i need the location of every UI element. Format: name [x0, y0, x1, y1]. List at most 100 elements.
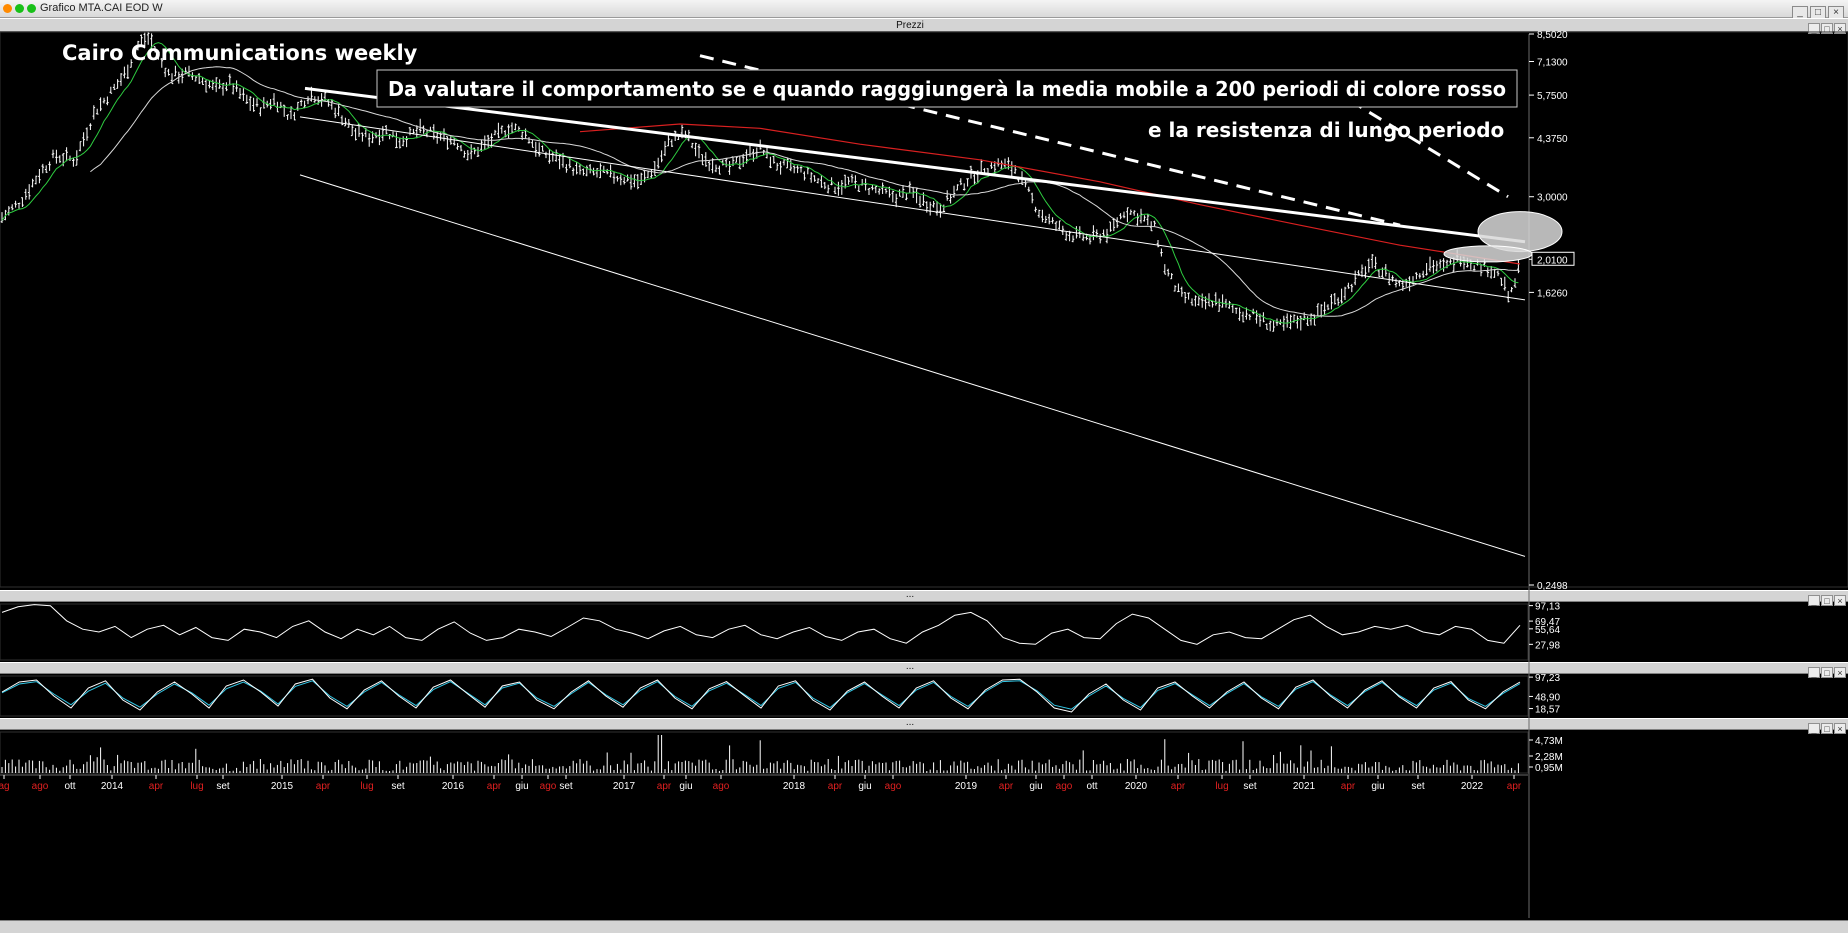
target-ellipse	[1443, 245, 1533, 263]
pane-close-button[interactable]: ×	[1834, 595, 1846, 606]
ohlc-bar	[1030, 192, 1034, 204]
volume-tick-label: 2,28M	[1535, 752, 1563, 763]
pane-minimize-button[interactable]: _	[1808, 667, 1820, 678]
ohlc-bar	[741, 153, 745, 167]
pane-maximize-button[interactable]: □	[1821, 723, 1833, 734]
channel-upper-line	[299, 116, 1526, 301]
ohlc-bar	[245, 94, 249, 104]
ohlc-bar	[1452, 257, 1456, 272]
ohlc-bar	[877, 188, 881, 195]
pane-minimize-button[interactable]: _	[1808, 23, 1820, 34]
price-pane-frame	[0, 31, 1848, 588]
ohlc-bar	[1146, 213, 1150, 226]
ohlc-bar	[884, 188, 888, 194]
ohlc-bar	[146, 32, 150, 45]
ohlc-bar	[1231, 304, 1235, 313]
pane-close-button[interactable]: ×	[1834, 723, 1846, 734]
ma-short-line	[1, 42, 1519, 324]
ohlc-bar	[286, 114, 289, 120]
ohlc-bar	[973, 174, 976, 185]
x-tick-label: giu	[1371, 781, 1384, 792]
x-tick-label: apr	[487, 781, 502, 792]
ohlc-bar	[452, 137, 456, 146]
ohlc-bar	[1241, 311, 1245, 323]
pane-maximize-button[interactable]: □	[1821, 595, 1833, 606]
stochastic-pane-header[interactable]: ... _ □ ×	[0, 661, 1848, 678]
ohlc-bar	[1098, 233, 1102, 244]
ohlc-bar	[857, 185, 861, 192]
ohlc-bar	[418, 118, 422, 133]
maximize-button[interactable]: □	[1810, 6, 1826, 19]
ohlc-bar	[537, 142, 541, 157]
ohlc-bar	[1336, 297, 1340, 306]
ohlc-bar	[1136, 213, 1139, 226]
ohlc-bar	[92, 105, 96, 120]
ohlc-bar	[1394, 278, 1398, 288]
last-price-box	[1531, 251, 1575, 266]
ohlc-bar	[1177, 283, 1180, 293]
pane-close-button[interactable]: ×	[1834, 667, 1846, 678]
ohlc-bar	[1415, 272, 1418, 280]
ohlc-bar	[850, 174, 854, 183]
ohlc-bar	[1408, 276, 1411, 292]
ohlc-bar	[962, 183, 966, 191]
ohlc-bar	[646, 170, 650, 179]
pane-minimize-button[interactable]: _	[1808, 723, 1820, 734]
ohlc-bar	[1221, 294, 1224, 308]
ohlc-bar	[422, 125, 425, 134]
ohlc-bar	[1360, 264, 1364, 278]
pane-maximize-button[interactable]: □	[1821, 667, 1833, 678]
ma-200-line	[579, 123, 1521, 265]
ohlc-bar	[626, 174, 629, 182]
x-tick-label: ag	[0, 781, 10, 792]
ohlc-bar	[612, 172, 616, 184]
pane-maximize-button[interactable]: □	[1821, 23, 1833, 34]
ohlc-bar	[959, 178, 963, 186]
rsi-pane-header[interactable]: ... _ □ ×	[0, 589, 1848, 606]
ohlc-bar	[738, 156, 742, 170]
x-tick-label: apr	[316, 781, 331, 792]
ohlc-bar	[769, 156, 772, 169]
ohlc-bar	[915, 188, 918, 204]
ohlc-bar	[1132, 210, 1136, 216]
ohlc-bar	[735, 156, 738, 163]
pane-close-button[interactable]: ×	[1834, 23, 1846, 34]
ma-medium-line	[90, 66, 1519, 317]
price-pane-label: Prezzi	[896, 20, 924, 31]
x-tick-label: lug	[360, 781, 373, 792]
ohlc-bar	[1377, 269, 1381, 278]
x-tick-label: 2019	[955, 781, 978, 792]
ohlc-bar	[1299, 315, 1303, 331]
ohlc-bar	[928, 201, 932, 216]
ohlc-bar	[293, 112, 296, 121]
ohlc-bar	[1044, 215, 1048, 223]
ohlc-bar	[1333, 293, 1337, 305]
ohlc-bar	[299, 99, 303, 106]
ohlc-bar	[194, 75, 198, 82]
ohlc-bar	[544, 151, 548, 159]
ohlc-bar	[1068, 230, 1071, 242]
ohlc-bar	[728, 161, 731, 175]
ohlc-bar	[480, 139, 483, 152]
ohlc-bar	[1323, 301, 1326, 315]
rsi-pane-frame	[0, 603, 1529, 661]
ohlc-bar	[939, 203, 942, 218]
ohlc-bar	[167, 68, 170, 76]
ohlc-bar	[157, 50, 160, 60]
ohlc-bar	[534, 141, 538, 157]
ohlc-bar	[405, 136, 408, 148]
window-status-icons	[3, 4, 39, 22]
status-dot-icon	[15, 4, 24, 13]
ohlc-bar	[1367, 258, 1371, 273]
x-tick-label: lug	[1215, 781, 1228, 792]
x-tick-label: apr	[1341, 781, 1356, 792]
ohlc-bar	[106, 96, 109, 106]
ohlc-bar	[320, 93, 323, 107]
pane-minimize-button[interactable]: _	[1808, 595, 1820, 606]
ohlc-bar	[1510, 287, 1513, 293]
ohlc-bar	[126, 64, 130, 79]
ohlc-bar	[1166, 268, 1170, 277]
volume-pane-header[interactable]: ... _ □ ×	[0, 717, 1848, 734]
ohlc-bar	[864, 178, 867, 191]
